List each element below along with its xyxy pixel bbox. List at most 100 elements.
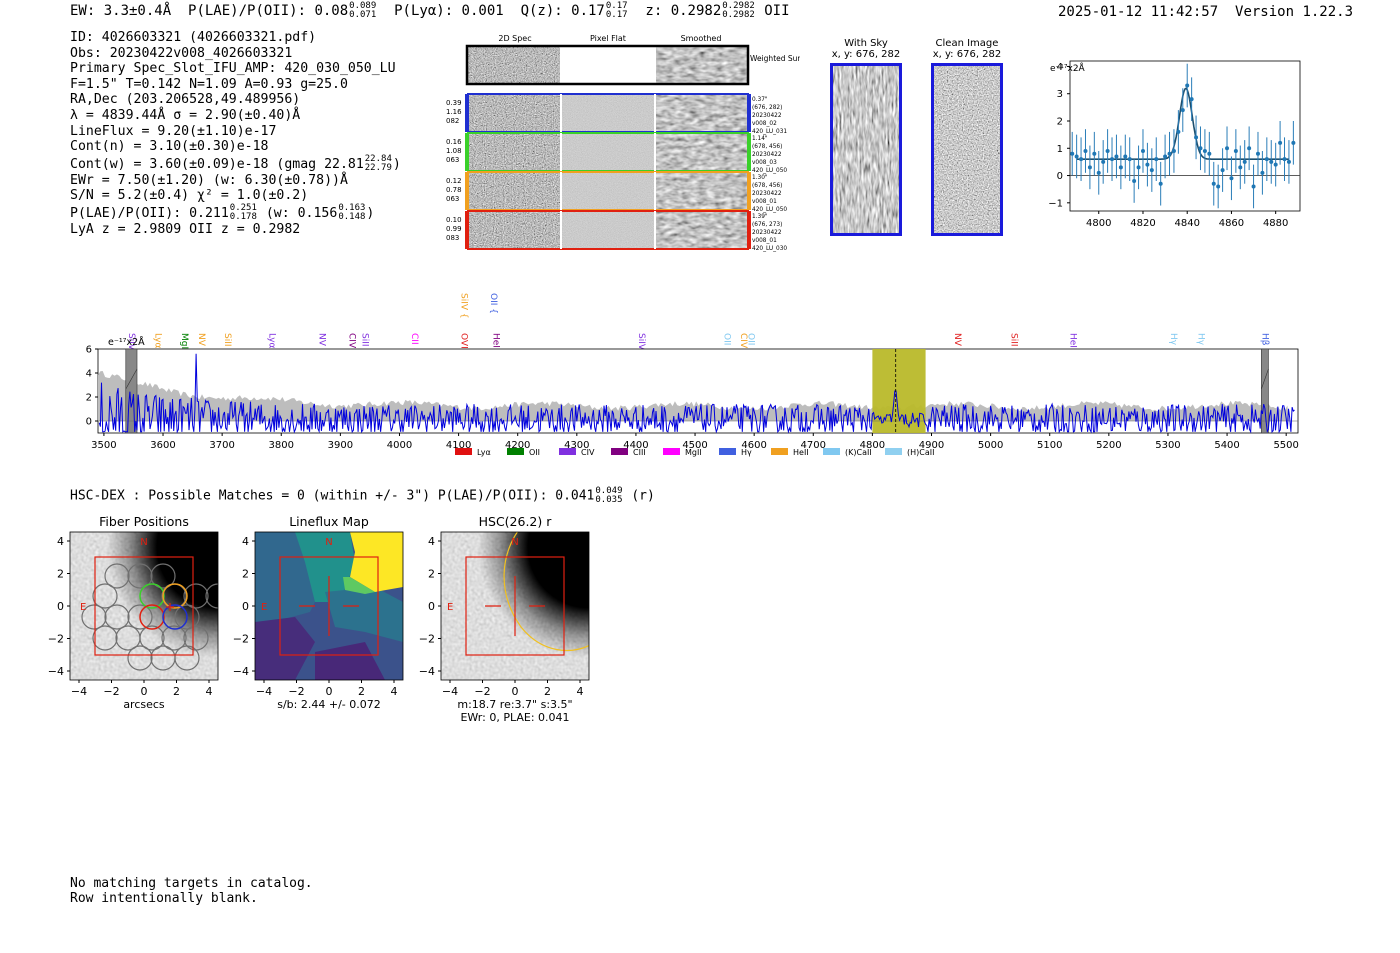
fit-ytick-label: 2 <box>1057 117 1063 128</box>
fit-data-point <box>1127 157 1132 162</box>
detection-info: ID: 4026603321 (4026603321.pdf) Obs: 202… <box>70 30 401 238</box>
map-xtick-label: 4 <box>206 685 213 698</box>
legend-item: OII <box>507 448 540 457</box>
fit-data-point <box>1158 181 1163 186</box>
fit-data-point <box>1278 140 1283 145</box>
spec-line-label: Lyα { <box>152 333 162 357</box>
spec-line-label: Hγ { <box>1196 333 1206 354</box>
fit-data-point <box>1180 108 1185 113</box>
clean-pixels <box>933 65 1001 234</box>
spec-xtick-label: 4600 <box>741 440 766 451</box>
legend-label: (H)CaII <box>907 448 934 457</box>
spec-xtick-label: 5500 <box>1273 440 1298 451</box>
hsc-r-map: HSC(26.2) r N E m:18.7 re:3.7" s:3.5" EW… <box>440 514 590 724</box>
map-xtick-label: −2 <box>474 685 490 698</box>
spec-xtick-label: 4800 <box>860 440 885 451</box>
map-xtick-label: −4 <box>442 685 458 698</box>
plya-text: P(Lyα): 0.001 <box>394 3 504 19</box>
map-xtick-label: −4 <box>256 685 272 698</box>
map2-title: Lineflux Map <box>289 514 369 529</box>
map-ytick-label: 2 <box>242 568 249 581</box>
fit-data-point <box>1070 151 1075 156</box>
info-primary: Primary Spec_Slot_IFU_AMP: 420_030_050_L… <box>70 61 396 77</box>
timestamp: 2025-01-12 11:42:57 <box>1058 4 1219 20</box>
fit-data-point <box>1136 165 1141 170</box>
fit-xtick-label: 4840 <box>1174 218 1199 229</box>
map2-zone-e <box>315 642 385 680</box>
map3-north: N <box>511 537 518 548</box>
z-text: z: 0.2982 <box>645 3 722 19</box>
cutout-right-label: 20230422 <box>752 152 782 158</box>
spec-masked-range <box>1261 348 1269 434</box>
map-xtick-label: −4 <box>71 685 87 698</box>
spec-line-label: NV { <box>317 333 327 354</box>
spec-line-label: NV { <box>952 333 962 354</box>
cutout-flat <box>562 133 654 171</box>
with-sky-image <box>830 63 902 236</box>
info-contn: Cont(n) = 3.10(±0.30)e-18 <box>70 139 269 155</box>
spec-line-label: Hγ { <box>1168 333 1178 354</box>
fit-data-point <box>1229 176 1234 181</box>
timestamp-version: 2025-01-12 11:42:57 Version 1.22.3 <box>1058 4 1353 20</box>
cutout-edge-right <box>748 172 751 210</box>
fit-ytick-label: 4 <box>1057 62 1063 73</box>
fit-data-point <box>1096 170 1101 175</box>
spec-line-label: OII { <box>488 293 498 314</box>
fit-data-point <box>1163 154 1168 159</box>
cutout-edge-right <box>748 211 751 249</box>
map-xtick-label: 2 <box>544 685 551 698</box>
cutout-right-label: (676, 282) <box>752 105 782 111</box>
fit-data-point <box>1145 162 1150 167</box>
map1-title: Fiber Positions <box>99 514 189 529</box>
map1-aperture <box>94 556 194 656</box>
spec-flux-line <box>98 353 1295 434</box>
version: Version 1.22.3 <box>1235 4 1354 20</box>
spec-line-label: NV { <box>196 333 206 354</box>
fit-data-point <box>1202 149 1207 153</box>
spectrum-legend: Lyα OII CIV CIII MgII Hγ HeII (K)CaII (H)CaII <box>455 448 934 457</box>
with-sky-pixels <box>832 65 900 234</box>
spec-line-label: SiII { <box>1008 333 1018 355</box>
spec-line-label: CIV { <box>346 333 356 357</box>
spec-xtick-label: 4100 <box>446 440 471 451</box>
cutout-divider <box>654 172 656 210</box>
cutout-right-label: (676, 273) <box>752 222 782 228</box>
cutout-right-label: 420_LU_050 <box>752 207 787 213</box>
fit-ylabel: e⁻¹⁷x2Å <box>1050 62 1086 74</box>
col-title-2dspec: 2D Spec <box>498 34 531 43</box>
fit-ytick-label: −1 <box>1048 198 1063 209</box>
fit-data-point <box>1092 151 1097 156</box>
fit-data-point <box>1207 151 1212 156</box>
cutout-2dspec <box>468 211 560 249</box>
cutout-smoothed <box>656 94 748 132</box>
map-xtick-label: −2 <box>103 685 119 698</box>
lineflux-map: Lineflux Map N E s/b: 2.44 +/- 0.072 <box>254 514 404 711</box>
fit-data-point <box>1118 165 1123 170</box>
cutout-right-label: 420_LU_050 <box>752 168 787 174</box>
fit-data-point <box>1273 162 1278 167</box>
cutout-2dspec <box>468 94 560 132</box>
fiber-red <box>139 604 165 630</box>
legend-item: CIII <box>611 448 646 457</box>
cutout-divider <box>654 211 656 249</box>
fit-data-point <box>1255 151 1260 156</box>
fit-data-point <box>1251 184 1256 189</box>
cutout-smoothed <box>656 211 748 249</box>
spec-line-label: OVI { <box>459 333 469 357</box>
spec-line-label: CIV { <box>738 333 748 357</box>
map-xtick-label: 2 <box>358 685 365 698</box>
hsc-hi: 0.049 <box>595 486 623 496</box>
fit-data-point <box>1238 165 1243 170</box>
spec-masked-range <box>125 348 138 434</box>
fit-plot-area: 4 3 2 1 0 −1 4800 4820 4840 4860 4880 <box>1048 60 1301 229</box>
map2-cross <box>299 576 359 636</box>
fit-data-point <box>1110 157 1115 162</box>
fit-data-point <box>1074 154 1079 159</box>
info-fiber: F=1.5" T=0.142 N=1.09 A=0.93 g=25.0 <box>70 76 348 92</box>
map2-zone-b <box>295 532 355 602</box>
cutout-flat <box>562 94 654 132</box>
fit-xtick-label: 4880 <box>1263 218 1288 229</box>
